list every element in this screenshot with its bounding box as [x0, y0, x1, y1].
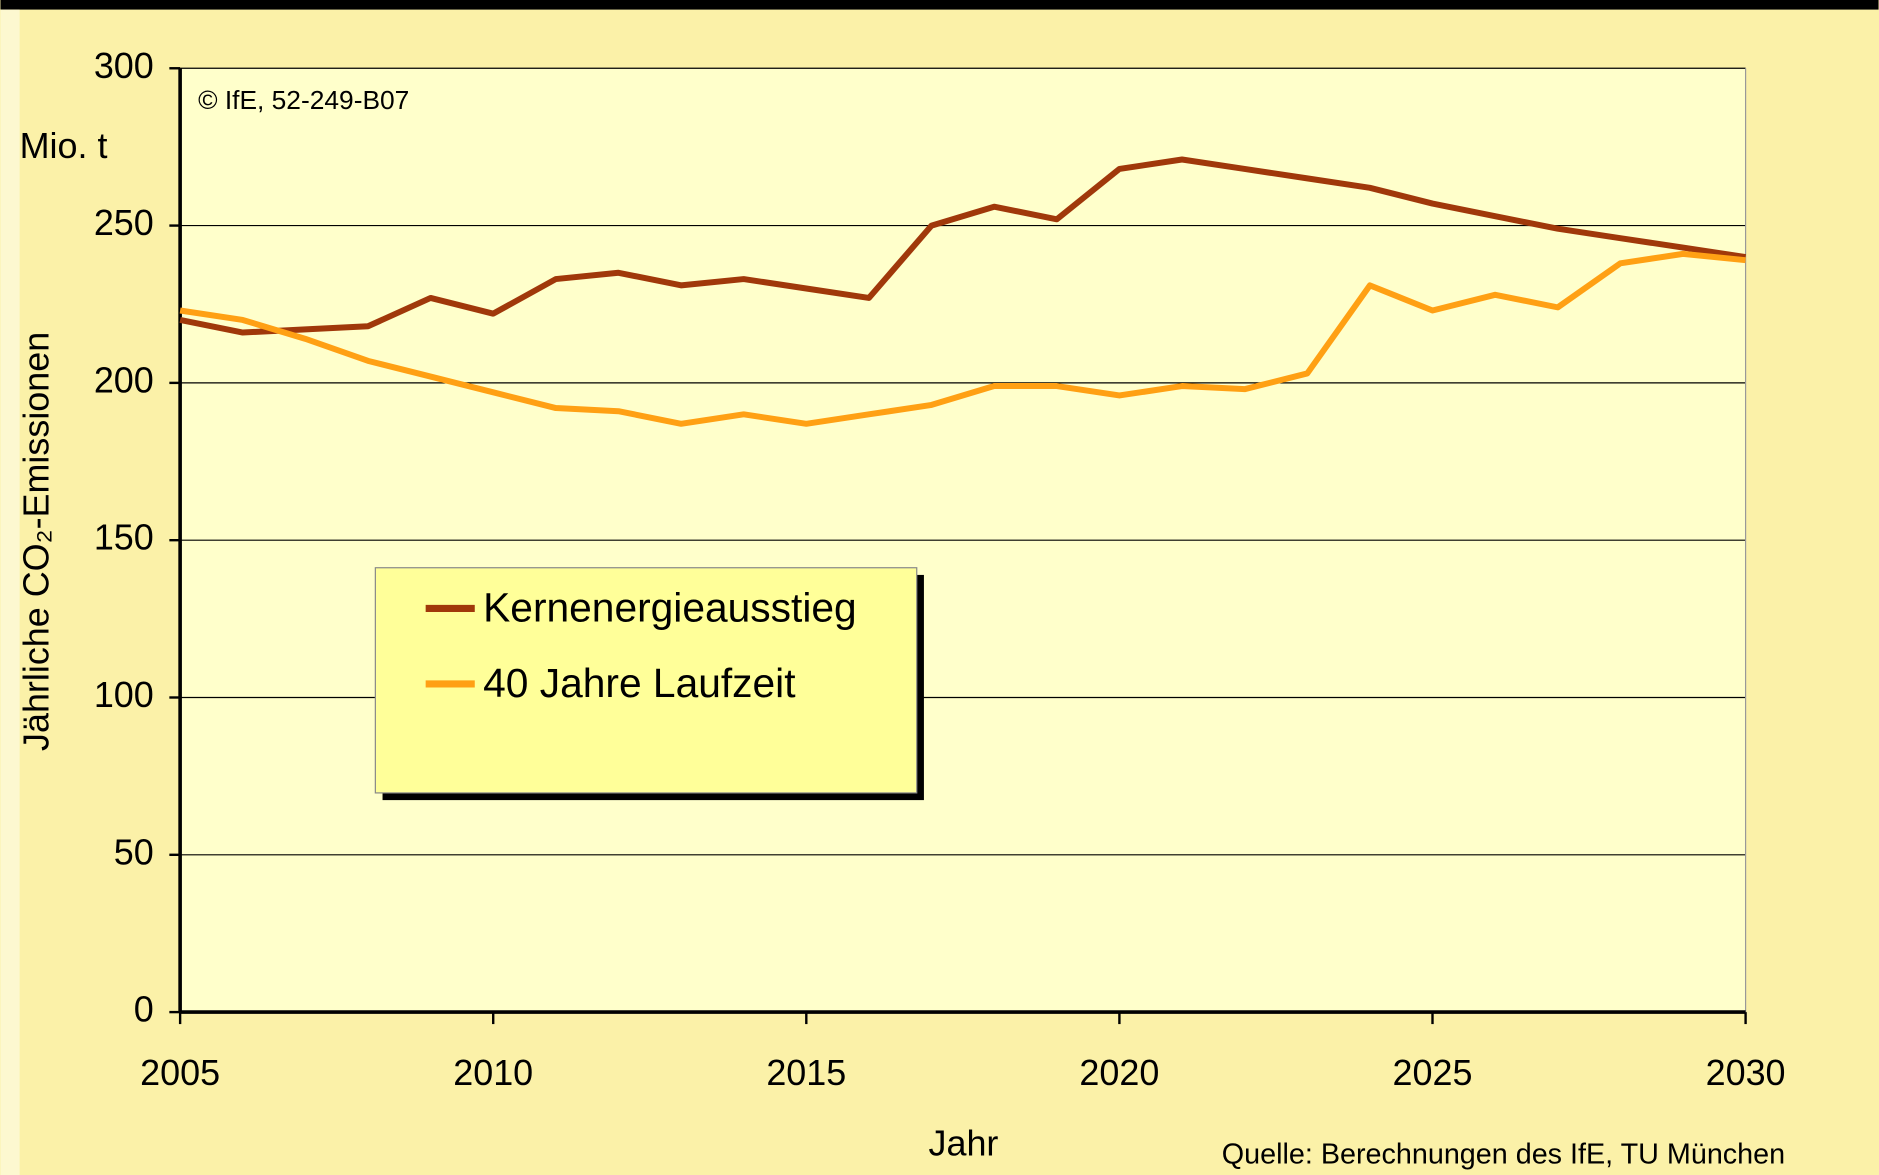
x-tick-label: 2020: [1079, 1052, 1159, 1093]
y-tick-label: 300: [94, 45, 154, 86]
x-tick-label: 2015: [766, 1052, 846, 1093]
y-tick-label: 0: [134, 989, 154, 1030]
x-tick-label: 2010: [453, 1052, 533, 1093]
x-axis-title: Jahr: [929, 1123, 999, 1164]
y-axis-title: Jährliche CO₂-Emissionen: [15, 332, 56, 751]
source: Quelle: Berechnungen des IfE, TU München: [1222, 1138, 1785, 1170]
copyright: © IfE, 52-249-B07: [198, 85, 409, 115]
y-unit: Mio. t: [20, 125, 108, 166]
y-tick-label: 150: [94, 517, 154, 558]
x-tick-label: 2025: [1393, 1052, 1473, 1093]
y-tick-label: 50: [114, 831, 154, 872]
y-tick-label: 200: [94, 359, 154, 400]
series-line: [179, 156, 1747, 336]
y-tick-label: 100: [94, 674, 154, 715]
top-bar: [0, 0, 1879, 10]
y-tick-label: 250: [94, 202, 154, 243]
left-strip: [0, 9, 20, 1175]
legend-label: Kernenergieausstieg: [483, 585, 857, 631]
x-tick-label: 2030: [1706, 1052, 1786, 1093]
legend-label: 40 Jahre Laufzeit: [483, 660, 796, 706]
x-tick-label: 2005: [140, 1052, 220, 1093]
series-line: [179, 250, 1746, 427]
